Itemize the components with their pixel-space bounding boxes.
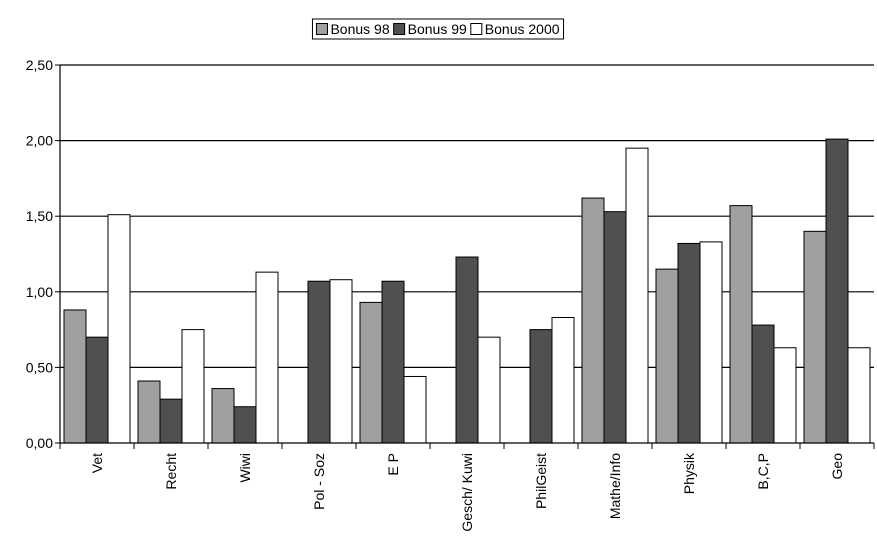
x-tick-labels: Vet Recht Wiwi Pol - Soz E P Gesch/ Kuwi PhilG…	[89, 452, 845, 532]
bar-bonus-98	[138, 381, 160, 443]
y-tick-label: 2,50	[26, 57, 53, 73]
bar-bonus-2000	[404, 376, 426, 443]
legend-label: Bonus 99	[408, 21, 467, 37]
bar-bonus-99	[678, 243, 700, 443]
bar-bonus-98	[212, 389, 234, 443]
x-tick-label: Physik	[681, 452, 697, 494]
bar-bonus-2000	[700, 242, 722, 443]
bar-bonus-99	[382, 281, 404, 443]
legend-swatch	[316, 24, 327, 35]
x-tick-label: B,C,P	[755, 453, 771, 490]
bar-bonus-98	[64, 310, 86, 443]
bar-bonus-98	[360, 302, 382, 443]
bar-bonus-99	[160, 399, 182, 443]
bar-bonus-98	[804, 231, 826, 443]
x-tick-label: E P	[385, 453, 401, 476]
x-tick-label: Wiwi	[237, 453, 253, 483]
bar-bonus-2000	[108, 215, 130, 443]
legend-swatch	[394, 24, 405, 35]
bar-bonus-2000	[626, 148, 648, 443]
bar-bonus-2000	[848, 348, 870, 443]
bar-bonus-98	[656, 269, 678, 443]
bars	[64, 139, 870, 443]
y-tick-label: 1,00	[26, 284, 53, 300]
x-tick-label: Gesch/ Kuwi	[459, 453, 475, 532]
bar-bonus-2000	[774, 348, 796, 443]
y-tick-labels: 0,00 0,50 1,00 1,50 2,00 2,50	[26, 57, 53, 451]
x-tick-label: Vet	[89, 453, 105, 473]
bar-bonus-99	[530, 330, 552, 443]
legend-swatch	[471, 24, 482, 35]
x-tick-label: Pol - Soz	[311, 453, 327, 510]
y-tick-label: 0,50	[26, 359, 53, 375]
y-tick-label: 0,00	[26, 435, 53, 451]
x-tick-label: PhilGeist	[533, 453, 549, 509]
legend-label: Bonus 98	[330, 21, 389, 37]
legend: Bonus 98 Bonus 99 Bonus 2000	[312, 19, 563, 39]
bar-bonus-99	[604, 212, 626, 443]
bar-bonus-2000	[478, 337, 500, 443]
legend-label: Bonus 2000	[485, 21, 560, 37]
y-tick-label: 1,50	[26, 208, 53, 224]
y-tick-label: 2,00	[26, 133, 53, 149]
x-tick-label: Recht	[163, 453, 179, 490]
bar-bonus-2000	[256, 272, 278, 443]
bar-bonus-99	[456, 257, 478, 443]
bar-bonus-99	[752, 325, 774, 443]
bar-bonus-99	[234, 407, 256, 443]
bar-bonus-2000	[182, 330, 204, 443]
x-tick-label: Geo	[829, 453, 845, 480]
bar-bonus-99	[826, 139, 848, 443]
bar-bonus-2000	[552, 318, 574, 443]
bar-bonus-2000	[330, 280, 352, 443]
bar-bonus-98	[730, 206, 752, 443]
bar-bonus-99	[86, 337, 108, 443]
x-tick-label: Mathe/Info	[607, 453, 623, 519]
bar-bonus-98	[582, 198, 604, 443]
bar-bonus-99	[308, 281, 330, 443]
